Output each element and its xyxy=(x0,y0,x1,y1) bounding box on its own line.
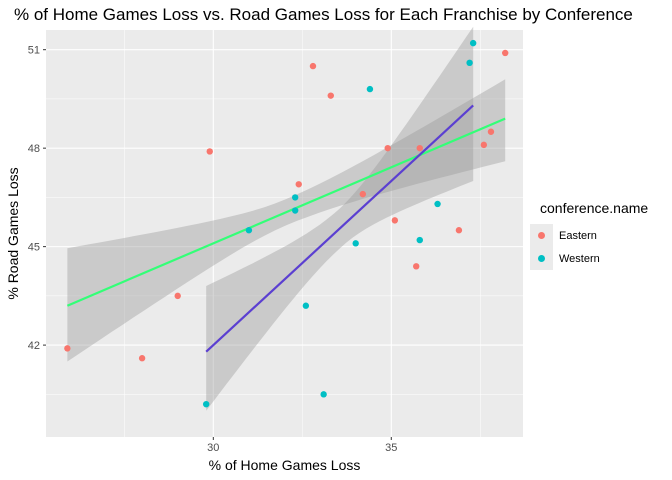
fit-line-0 xyxy=(66,117,506,307)
data-point-eastern xyxy=(413,263,420,270)
chart-title: % of Home Games Loss vs. Road Games Loss… xyxy=(14,5,633,24)
axis-ticks xyxy=(43,49,392,440)
legend-dot-eastern xyxy=(538,232,545,239)
data-point-western xyxy=(352,240,359,247)
major-gridlines xyxy=(46,30,523,437)
y-tick-label: 51 xyxy=(28,45,40,57)
data-point-western xyxy=(202,400,210,408)
legend-label: Eastern xyxy=(559,229,597,242)
data-point-western xyxy=(291,194,299,201)
legend-item-eastern: Eastern xyxy=(530,224,648,247)
legend-key xyxy=(530,247,553,270)
data-point-western xyxy=(416,236,423,244)
data-point-western xyxy=(302,302,310,309)
data-point-eastern xyxy=(384,144,391,152)
data-point-western xyxy=(291,207,299,214)
data-point-eastern xyxy=(174,292,181,300)
fit-lines xyxy=(66,104,506,353)
data-point-eastern xyxy=(138,355,146,362)
confidence-band-0 xyxy=(67,79,506,362)
legend-key xyxy=(530,224,553,247)
data-point-eastern xyxy=(295,181,302,188)
legend-title: conference.name xyxy=(540,200,649,216)
minor-gridlines xyxy=(46,30,523,437)
data-point-eastern xyxy=(327,92,334,99)
data-point-western xyxy=(320,391,327,398)
data-point-western xyxy=(366,85,374,93)
data-point-eastern xyxy=(502,49,509,57)
panel-background xyxy=(46,30,523,437)
x-tick-label: 35 xyxy=(385,442,397,454)
data-point-western xyxy=(469,39,477,47)
confidence-band-1 xyxy=(206,26,474,411)
data-point-eastern xyxy=(309,62,317,70)
data-point-western xyxy=(245,227,253,234)
y-tick-label: 42 xyxy=(28,340,40,352)
data-point-eastern xyxy=(359,190,367,198)
tick-labels: 30 35 42 45 48 51 xyxy=(28,45,398,454)
y-tick-label: 45 xyxy=(28,242,40,254)
x-axis-title: % of Home Games Loss xyxy=(209,457,361,473)
x-tick-label: 30 xyxy=(207,442,219,454)
fit-line-1 xyxy=(205,104,474,353)
data-point-eastern xyxy=(416,144,423,152)
legend: conference.name Eastern Western xyxy=(530,200,648,270)
data-point-eastern xyxy=(487,128,495,135)
legend-dot-western xyxy=(538,255,545,262)
y-axis-title: % Road Games Loss xyxy=(5,167,21,299)
data-point-eastern xyxy=(64,345,71,352)
data-point-eastern xyxy=(391,217,399,224)
data-point-eastern xyxy=(455,227,463,234)
data-point-eastern xyxy=(480,141,488,149)
confidence-bands xyxy=(67,26,506,411)
legend-label: Western xyxy=(559,252,600,265)
data-point-eastern xyxy=(206,148,213,155)
y-tick-label: 48 xyxy=(28,143,40,155)
data-points xyxy=(64,39,509,408)
data-point-western xyxy=(466,59,473,67)
data-point-western xyxy=(434,200,441,208)
legend-item-western: Western xyxy=(530,247,648,270)
